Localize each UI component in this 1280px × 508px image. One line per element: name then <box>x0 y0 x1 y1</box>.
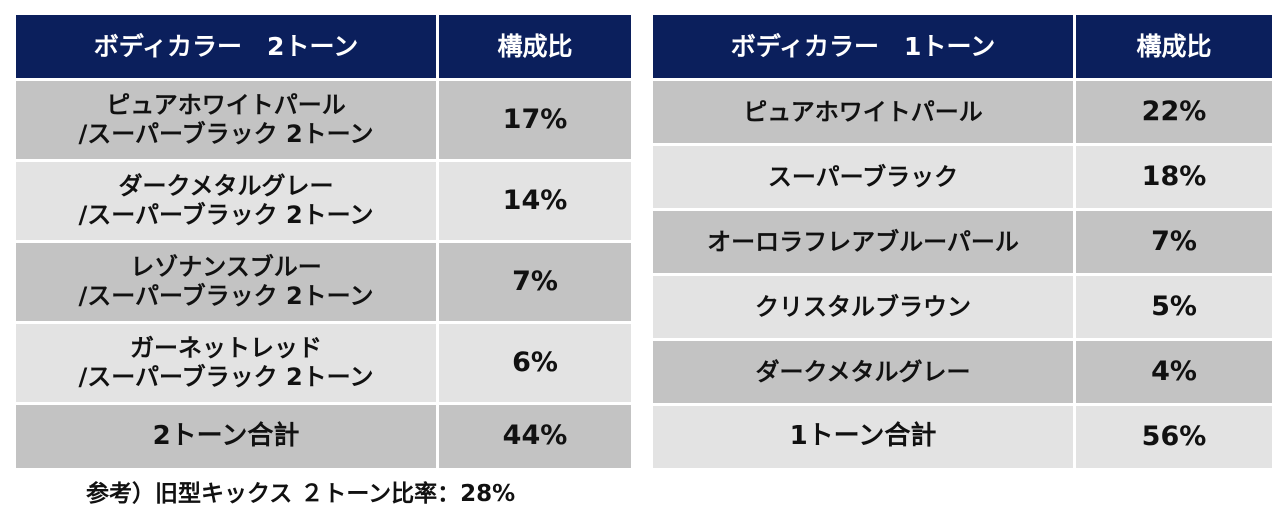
color-name-cell: ピュアホワイトパール <box>650 78 1076 146</box>
two-tone-table: ボディカラー 2トーン 構成比 ピュアホワイトパール /スーパーブラック 2トー… <box>13 12 634 471</box>
one-tone-total-row: 1トーン合計 56% <box>650 403 1275 471</box>
ratio-cell: 6% <box>436 321 634 405</box>
one-tone-table: ボディカラー 1トーン 構成比 ピュアホワイトパール 22% スーパーブラック … <box>650 12 1275 471</box>
table-row: オーロラフレアブルーパール 7% <box>650 208 1275 276</box>
ratio-cell: 14% <box>436 159 634 243</box>
color-name-line2: /スーパーブラック 2トーン <box>78 282 374 310</box>
one-tone-header-row: ボディカラー 1トーン 構成比 <box>650 12 1275 81</box>
table-row: ガーネットレッド /スーパーブラック 2トーン 6% <box>13 321 634 405</box>
color-name-line2: /スーパーブラック 2トーン <box>78 363 374 391</box>
one-tone-color-header: ボディカラー 1トーン <box>650 12 1076 81</box>
color-name-line1: ピュアホワイトパール <box>106 91 346 120</box>
color-name-cell: オーロラフレアブルーパール <box>650 208 1076 276</box>
color-name-cell: レゾナンスブルー /スーパーブラック 2トーン <box>13 240 439 324</box>
table-row: レゾナンスブルー /スーパーブラック 2トーン 7% <box>13 240 634 324</box>
two-tone-color-header: ボディカラー 2トーン <box>13 12 439 81</box>
ratio-cell: 5% <box>1073 273 1275 341</box>
color-name-cell: ガーネットレッド /スーパーブラック 2トーン <box>13 321 439 405</box>
two-tone-ratio-header: 構成比 <box>436 12 634 81</box>
ratio-cell: 17% <box>436 78 634 162</box>
two-tone-total-row: 2トーン合計 44% <box>13 402 634 471</box>
color-name-line1: ダークメタルグレー <box>118 172 334 201</box>
two-tone-header-row: ボディカラー 2トーン 構成比 <box>13 12 634 81</box>
color-name-cell: ピュアホワイトパール /スーパーブラック 2トーン <box>13 78 439 162</box>
color-name-line2: /スーパーブラック 2トーン <box>78 201 374 229</box>
color-name-cell: クリスタルブラウン <box>650 273 1076 341</box>
two-tone-total-label: 2トーン合計 <box>13 402 439 471</box>
ratio-cell: 7% <box>1073 208 1275 276</box>
table-row: ダークメタルグレー /スーパーブラック 2トーン 14% <box>13 159 634 243</box>
table-row: ダークメタルグレー 4% <box>650 338 1275 406</box>
ratio-cell: 7% <box>436 240 634 324</box>
one-tone-total-ratio: 56% <box>1073 403 1275 471</box>
ratio-cell: 4% <box>1073 338 1275 406</box>
color-name-cell: ダークメタルグレー /スーパーブラック 2トーン <box>13 159 439 243</box>
color-name-cell: スーパーブラック <box>650 143 1076 211</box>
one-tone-total-label: 1トーン合計 <box>650 403 1076 471</box>
color-name-line1: レゾナンスブルー <box>130 253 322 282</box>
one-tone-ratio-header: 構成比 <box>1073 12 1275 81</box>
table-row: クリスタルブラウン 5% <box>650 273 1275 341</box>
ratio-cell: 22% <box>1073 78 1275 146</box>
ratio-cell: 18% <box>1073 143 1275 211</box>
reference-footnote: 参考）旧型キックス ２トーン比率：28% <box>86 481 516 507</box>
table-row: ピュアホワイトパール /スーパーブラック 2トーン 17% <box>13 78 634 162</box>
table-row: スーパーブラック 18% <box>650 143 1275 211</box>
color-name-line1: ガーネットレッド <box>130 334 322 363</box>
color-name-line2: /スーパーブラック 2トーン <box>78 120 374 148</box>
table-row: ピュアホワイトパール 22% <box>650 78 1275 146</box>
two-tone-total-ratio: 44% <box>436 402 634 471</box>
color-name-cell: ダークメタルグレー <box>650 338 1076 406</box>
